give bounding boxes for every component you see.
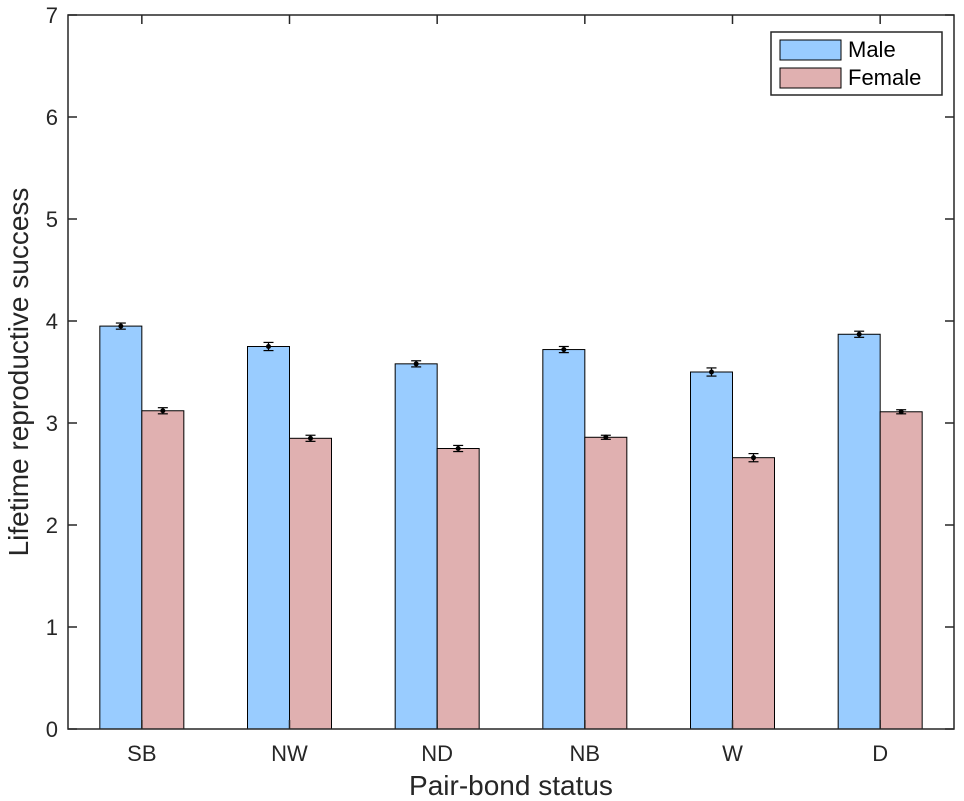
mean-point — [856, 331, 862, 337]
error-bar-female-w — [748, 453, 759, 463]
bar-male-sb — [99, 325, 143, 730]
mean-point — [709, 369, 714, 375]
y-axis-title: Lifetime reproductive success — [3, 188, 34, 557]
error-bar-male-nd — [411, 360, 422, 368]
x-tick-label-sb: SB — [127, 741, 156, 766]
mean-point — [266, 344, 271, 349]
bar-male-nd — [394, 363, 438, 730]
mean-point — [751, 455, 756, 461]
x-tick-label-d: D — [872, 741, 888, 766]
bar-female-nb — [584, 436, 628, 730]
bar-female-d — [879, 411, 923, 730]
legend-label-female: Female — [848, 65, 921, 90]
y-axis: 0 1 2 3 4 5 6 7 — [46, 3, 954, 742]
bar-male-nw — [247, 346, 290, 730]
y-tick-label: 5 — [46, 207, 58, 232]
error-bar-female-nw — [305, 434, 316, 442]
mean-point — [455, 446, 461, 451]
bar-female-nw — [289, 437, 332, 730]
bar-female-w — [732, 457, 775, 730]
y-tick-label: 0 — [46, 717, 58, 742]
error-bar-male-nw — [263, 341, 274, 352]
bar-male-w — [690, 371, 733, 730]
y-tick-label: 1 — [46, 615, 58, 640]
x-axis: SB NW ND NB W D — [127, 15, 888, 766]
error-bar-female-nb — [600, 434, 611, 440]
bar-female-sb — [141, 410, 185, 730]
x-tick-label-nb: NB — [570, 741, 601, 766]
error-bar-male-sb — [115, 322, 126, 330]
mean-point — [603, 434, 609, 440]
plot-frame — [67, 14, 955, 730]
error-bars-layer — [115, 322, 907, 463]
y-tick-label: 7 — [46, 3, 58, 28]
bars-layer — [99, 325, 923, 730]
bar-male-nb — [542, 349, 586, 730]
legend: Male Female — [770, 31, 943, 96]
x-tick-label-nd: ND — [421, 741, 453, 766]
y-tick-label: 4 — [46, 309, 58, 334]
y-tick-label: 3 — [46, 411, 58, 436]
error-bar-female-nd — [453, 444, 464, 453]
mean-point — [898, 409, 904, 415]
error-bar-male-w — [706, 367, 717, 377]
mean-point — [561, 347, 567, 353]
legend-label-male: Male — [848, 37, 896, 62]
error-bar-male-d — [854, 330, 865, 338]
y-tick-label: 6 — [46, 105, 58, 130]
bar-female-nd — [436, 448, 480, 730]
bar-male-d — [837, 333, 881, 730]
legend-swatch-male — [779, 39, 842, 61]
error-bar-female-d — [896, 409, 907, 415]
mean-point — [413, 361, 419, 367]
mean-point — [308, 435, 313, 441]
y-tick-label: 2 — [46, 513, 58, 538]
x-tick-label-w: W — [722, 741, 743, 766]
legend-swatch-female — [779, 67, 842, 89]
mean-point — [118, 323, 124, 329]
x-axis-title: Pair-bond status — [409, 770, 613, 801]
error-bar-male-nb — [558, 345, 569, 354]
x-tick-label-nw: NW — [271, 741, 308, 766]
mean-point — [160, 408, 166, 414]
error-bar-female-sb — [157, 407, 168, 415]
